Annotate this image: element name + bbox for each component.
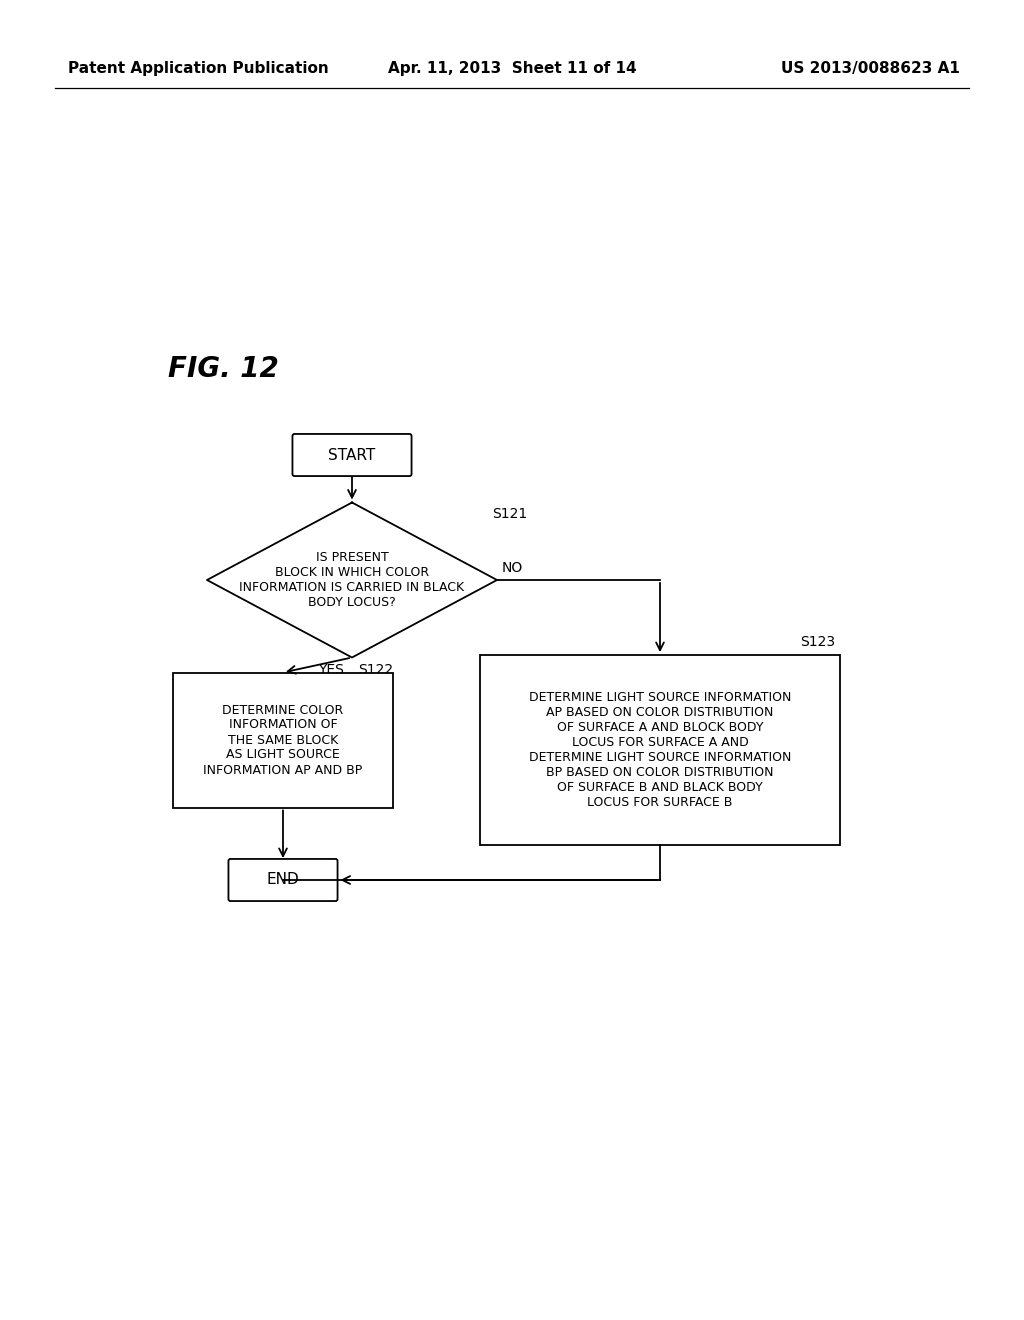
Text: DETERMINE COLOR
INFORMATION OF
THE SAME BLOCK
AS LIGHT SOURCE
INFORMATION AP AND: DETERMINE COLOR INFORMATION OF THE SAME … [204, 704, 362, 776]
Bar [480, 655, 840, 845]
Text: END: END [266, 873, 299, 887]
Text: S122: S122 [358, 663, 393, 676]
Text: S123: S123 [800, 635, 835, 649]
Text: US 2013/0088623 A1: US 2013/0088623 A1 [781, 61, 961, 75]
Text: S121: S121 [492, 507, 527, 521]
Text: Apr. 11, 2013  Sheet 11 of 14: Apr. 11, 2013 Sheet 11 of 14 [388, 61, 636, 75]
Text: DETERMINE LIGHT SOURCE INFORMATION
AP BASED ON COLOR DISTRIBUTION
OF SURFACE A A: DETERMINE LIGHT SOURCE INFORMATION AP BA… [528, 690, 792, 809]
Bar [173, 672, 393, 808]
Text: YES: YES [318, 663, 344, 676]
Text: NO: NO [502, 561, 523, 576]
Text: IS PRESENT
BLOCK IN WHICH COLOR
INFORMATION IS CARRIED IN BLACK
BODY LOCUS?: IS PRESENT BLOCK IN WHICH COLOR INFORMAT… [240, 550, 465, 609]
Polygon shape [207, 503, 497, 657]
Text: FIG. 12: FIG. 12 [168, 355, 279, 383]
Text: Patent Application Publication: Patent Application Publication [68, 61, 329, 75]
Text: START: START [329, 447, 376, 462]
FancyBboxPatch shape [228, 859, 338, 902]
FancyBboxPatch shape [293, 434, 412, 477]
